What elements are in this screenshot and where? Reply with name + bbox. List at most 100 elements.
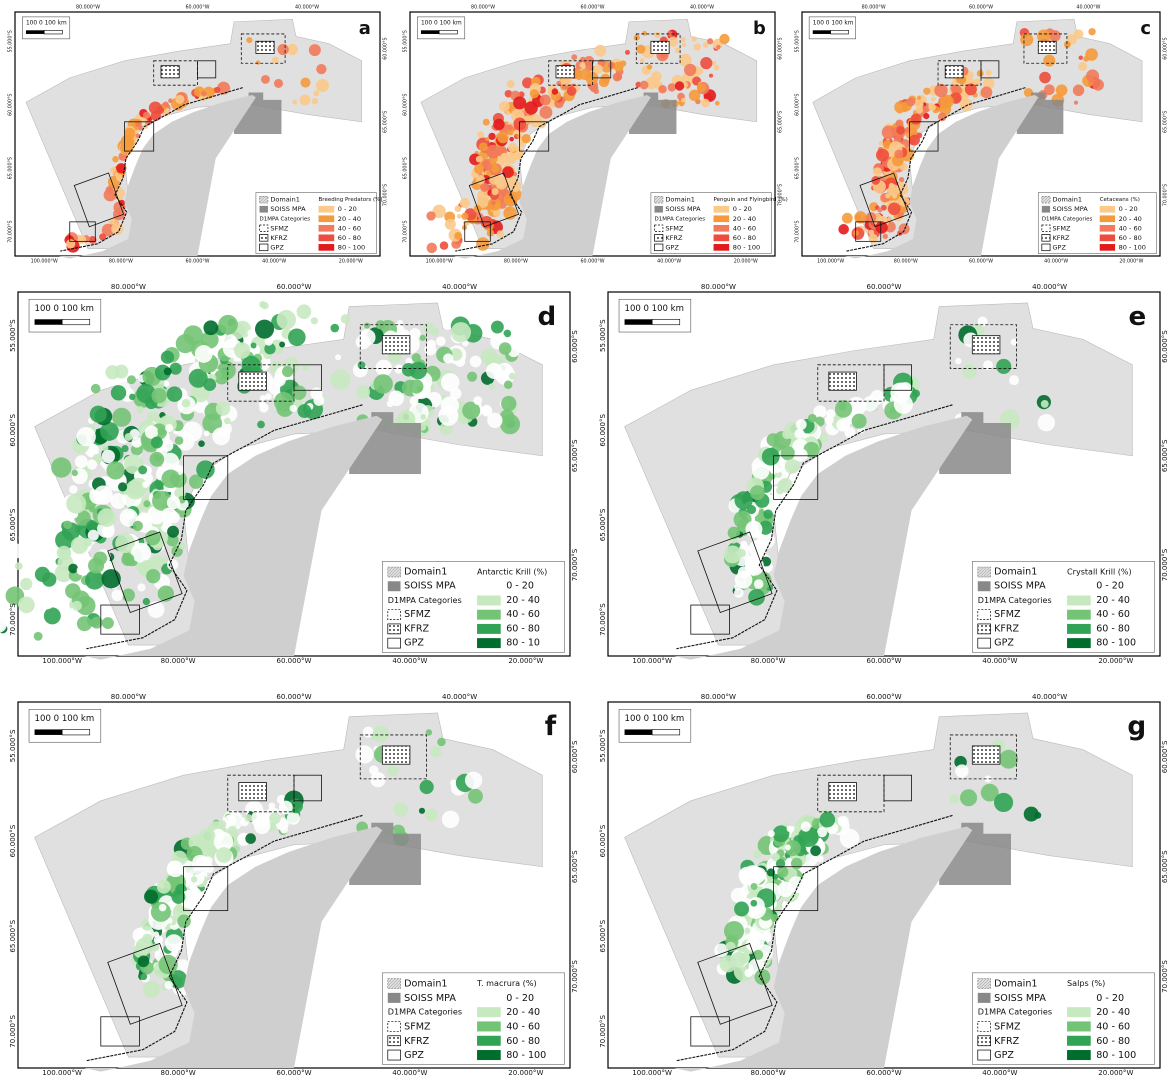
coordinate-label: 55.000°S xyxy=(8,729,17,762)
legend-class-label: 20 - 40 xyxy=(338,215,361,223)
distribution-patch xyxy=(636,45,645,54)
distribution-patch xyxy=(93,552,107,566)
coordinate-label: 40.000°W xyxy=(657,259,681,265)
distribution-patch xyxy=(996,359,1011,374)
distribution-patch xyxy=(443,382,450,389)
distribution-patch xyxy=(51,457,71,477)
distribution-patch xyxy=(199,829,215,845)
scale-label: 100 0 100 km xyxy=(421,20,462,26)
distribution-patch xyxy=(762,448,780,466)
distribution-patch xyxy=(260,395,266,401)
legend-label: SFMZ xyxy=(665,224,684,232)
distribution-patch xyxy=(500,153,511,164)
legend-label: D1MPA Categories xyxy=(388,596,462,605)
distribution-patch xyxy=(91,384,101,394)
distribution-patch xyxy=(164,367,172,375)
legend-class-swatch xyxy=(1067,1050,1091,1060)
distribution-patch xyxy=(409,362,427,380)
distribution-patch xyxy=(524,101,537,114)
legend-label: Domain1 xyxy=(404,979,447,990)
distribution-patch xyxy=(127,375,136,384)
legend-label: Domain1 xyxy=(270,196,300,204)
distribution-patch xyxy=(442,811,459,828)
distribution-patch xyxy=(745,521,762,538)
distribution-patch xyxy=(142,481,149,488)
coordinate-label: 60.000°W xyxy=(277,656,312,665)
distribution-patch xyxy=(178,542,185,549)
distribution-patch xyxy=(19,532,31,544)
distribution-patch xyxy=(57,546,71,560)
legend-label: GPZ xyxy=(994,638,1014,649)
legend-swatch xyxy=(655,234,663,241)
distribution-patch xyxy=(509,180,521,192)
distribution-patch xyxy=(212,427,230,445)
distribution-patch xyxy=(106,186,113,193)
distribution-patch xyxy=(245,833,256,844)
legend-label: GPZ xyxy=(404,1050,424,1061)
coordinate-label: 65.000°S xyxy=(795,157,801,179)
distribution-patch xyxy=(125,433,133,441)
legend-class-swatch xyxy=(319,244,335,251)
distribution-patch xyxy=(999,750,1018,769)
map-panel: 80.000°W60.000°W40.000°W100.000°W80.000°… xyxy=(795,5,1169,265)
distribution-patch xyxy=(691,36,696,41)
distribution-patch xyxy=(150,556,164,570)
coordinate-label: 20.000°W xyxy=(1098,1068,1133,1077)
coordinate-label: 40.000°W xyxy=(442,282,477,291)
panel-letter: d xyxy=(537,302,556,332)
coordinate-label: 60.000°S xyxy=(8,414,17,447)
legend-class-swatch xyxy=(1067,610,1091,620)
distribution-patch xyxy=(731,888,746,903)
legend-swatch xyxy=(388,624,401,634)
legend-class-swatch xyxy=(1100,234,1115,241)
distribution-patch xyxy=(470,356,482,368)
distribution-patch xyxy=(167,861,184,878)
legend-class-swatch xyxy=(1067,638,1091,648)
distribution-patch xyxy=(754,579,764,589)
distribution-patch xyxy=(143,500,150,507)
distribution-patch xyxy=(863,396,879,412)
distribution-patch xyxy=(539,106,552,119)
legend-class-swatch xyxy=(714,215,730,222)
distribution-patch xyxy=(701,99,710,108)
distribution-patch xyxy=(214,370,229,385)
distribution-patch xyxy=(90,406,107,423)
distribution-patch xyxy=(426,211,435,220)
legend-label: KFRZ xyxy=(994,1036,1019,1047)
distribution-patch xyxy=(737,549,745,557)
distribution-patch xyxy=(785,459,800,474)
legend-class-swatch xyxy=(477,1021,501,1031)
distribution-patch xyxy=(769,474,775,480)
distribution-patch xyxy=(504,380,512,388)
distribution-patch xyxy=(279,801,293,815)
coordinate-label: 65.000°S xyxy=(598,919,607,952)
distribution-patch xyxy=(709,74,713,78)
distribution-patch xyxy=(894,101,906,113)
coordinate-label: 65.000°S xyxy=(778,111,784,133)
coordinate-label: 55.000°S xyxy=(8,319,17,352)
distribution-patch xyxy=(146,569,160,583)
distribution-patch xyxy=(167,526,179,538)
map-panel: 80.000°W60.000°W40.000°W100.000°W80.000°… xyxy=(403,5,788,265)
distribution-patch xyxy=(898,382,912,396)
distribution-patch xyxy=(120,142,133,155)
coordinate-label: 70.000°S xyxy=(570,960,579,993)
coordinate-label: 80.000°W xyxy=(894,259,918,265)
distribution-patch xyxy=(801,822,811,832)
distribution-patch xyxy=(436,336,446,346)
distribution-patch xyxy=(6,543,22,559)
distribution-patch xyxy=(18,596,35,613)
legend-swatch xyxy=(978,638,991,648)
distribution-patch xyxy=(501,396,516,411)
coordinate-label: 40.000°W xyxy=(1076,5,1100,11)
distribution-patch xyxy=(753,850,762,859)
distribution-patch xyxy=(820,812,836,828)
distribution-patch xyxy=(852,414,867,429)
legend-title: T. macrura (%) xyxy=(476,978,537,988)
legend-class-label: 60 - 80 xyxy=(506,623,540,634)
legend-label: Domain1 xyxy=(665,196,695,204)
distribution-patch xyxy=(719,955,736,972)
distribution-patch xyxy=(896,126,905,135)
distribution-patch xyxy=(279,341,285,347)
legend-class-swatch xyxy=(319,234,335,241)
